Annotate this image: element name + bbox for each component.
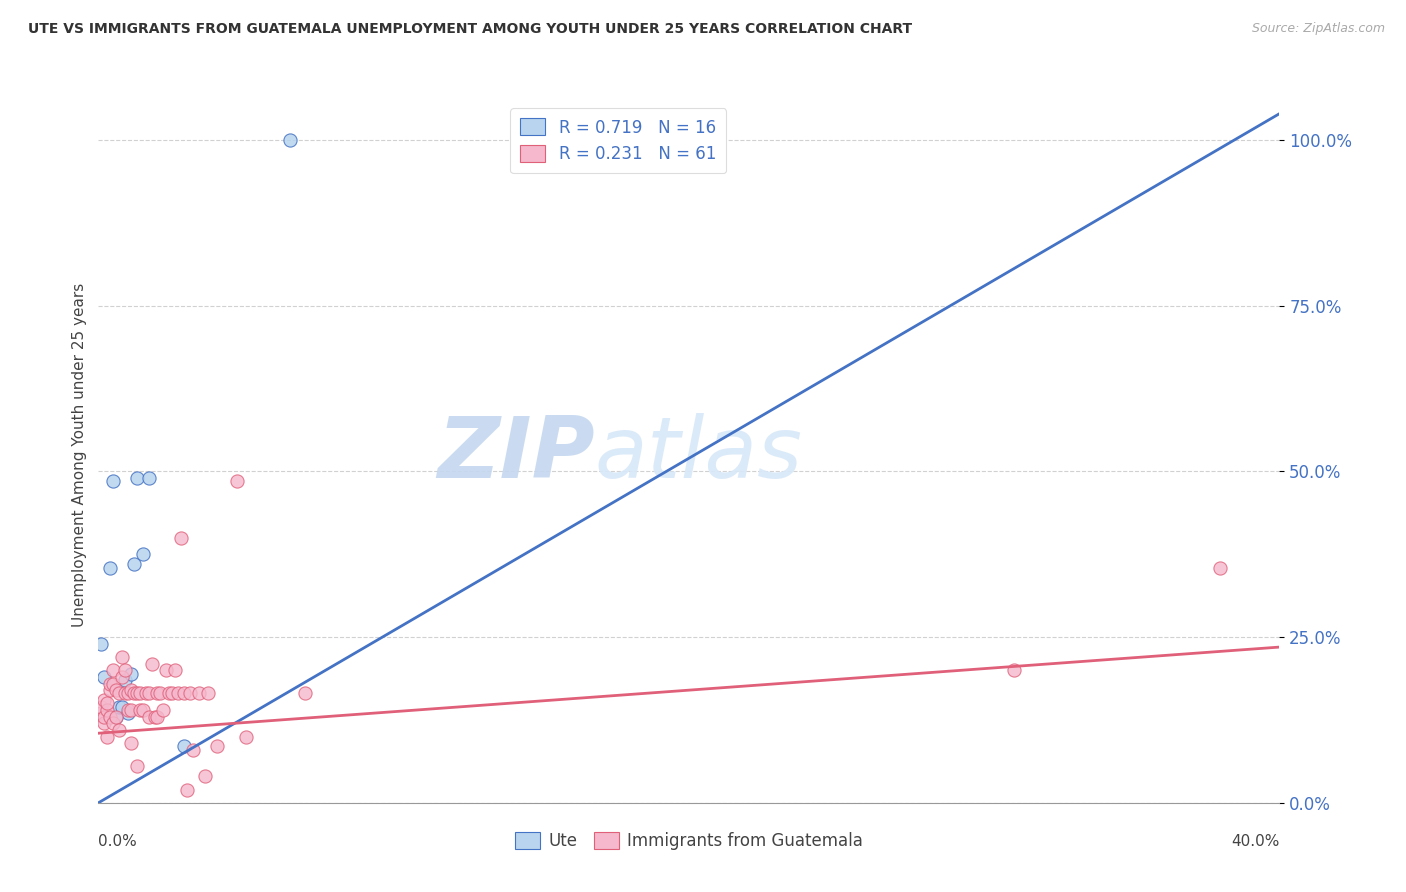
- Point: [93, 670, 115, 684]
- Point: [176, 782, 198, 797]
- Point: [90, 706, 112, 721]
- Point: [103, 475, 125, 489]
- Point: [117, 703, 139, 717]
- Point: [117, 706, 139, 721]
- Y-axis label: Unemployment Among Youth under 25 years: Unemployment Among Youth under 25 years: [72, 283, 87, 627]
- Point: [181, 743, 204, 757]
- Point: [105, 709, 128, 723]
- Point: [111, 670, 134, 684]
- Text: UTE VS IMMIGRANTS FROM GUATEMALA UNEMPLOYMENT AMONG YOUTH UNDER 25 YEARS CORRELA: UTE VS IMMIGRANTS FROM GUATEMALA UNEMPLO…: [28, 22, 912, 37]
- Point: [96, 730, 118, 744]
- Legend: Ute, Immigrants from Guatemala: Ute, Immigrants from Guatemala: [508, 826, 870, 857]
- Point: [187, 686, 209, 700]
- Point: [128, 703, 150, 717]
- Point: [108, 699, 131, 714]
- Point: [197, 686, 219, 700]
- Point: [114, 686, 136, 700]
- Point: [120, 666, 142, 681]
- Point: [98, 709, 121, 723]
- Point: [117, 686, 139, 700]
- Point: [157, 686, 180, 700]
- Point: [194, 769, 217, 783]
- Point: [132, 547, 155, 561]
- Point: [90, 699, 112, 714]
- Point: [122, 558, 145, 572]
- Point: [173, 686, 195, 700]
- Point: [146, 686, 169, 700]
- Point: [167, 686, 190, 700]
- Text: 40.0%: 40.0%: [1232, 834, 1279, 849]
- Point: [105, 709, 128, 723]
- Point: [226, 475, 249, 489]
- Point: [98, 676, 121, 690]
- Point: [128, 686, 150, 700]
- Point: [96, 697, 118, 711]
- Point: [105, 683, 128, 698]
- Text: ZIP: ZIP: [437, 413, 595, 497]
- Point: [205, 739, 228, 754]
- Point: [141, 657, 163, 671]
- Point: [179, 686, 201, 700]
- Text: atlas: atlas: [595, 413, 803, 497]
- Point: [122, 686, 145, 700]
- Point: [1002, 663, 1025, 677]
- Point: [103, 716, 125, 731]
- Point: [155, 663, 177, 677]
- Point: [98, 683, 121, 698]
- Point: [93, 693, 115, 707]
- Point: [103, 663, 125, 677]
- Point: [111, 699, 134, 714]
- Point: [120, 736, 142, 750]
- Point: [114, 673, 136, 688]
- Point: [165, 663, 187, 677]
- Point: [1209, 560, 1232, 574]
- Point: [135, 686, 157, 700]
- Point: [170, 531, 193, 545]
- Point: [132, 703, 155, 717]
- Point: [235, 730, 257, 744]
- Text: 0.0%: 0.0%: [98, 834, 138, 849]
- Point: [294, 686, 316, 700]
- Point: [162, 686, 183, 700]
- Point: [103, 676, 125, 690]
- Point: [173, 739, 195, 754]
- Point: [93, 709, 115, 723]
- Point: [138, 686, 160, 700]
- Point: [114, 663, 136, 677]
- Point: [138, 709, 160, 723]
- Point: [120, 703, 142, 717]
- Point: [108, 723, 131, 737]
- Point: [98, 560, 121, 574]
- Point: [93, 716, 115, 731]
- Text: Source: ZipAtlas.com: Source: ZipAtlas.com: [1251, 22, 1385, 36]
- Point: [138, 471, 160, 485]
- Point: [278, 133, 302, 147]
- Point: [108, 686, 131, 700]
- Point: [125, 471, 148, 485]
- Point: [152, 703, 174, 717]
- Point: [125, 686, 148, 700]
- Point: [146, 709, 169, 723]
- Point: [125, 759, 148, 773]
- Point: [90, 637, 112, 651]
- Point: [96, 703, 118, 717]
- Point: [143, 709, 166, 723]
- Point: [149, 686, 172, 700]
- Point: [111, 650, 134, 665]
- Point: [120, 683, 142, 698]
